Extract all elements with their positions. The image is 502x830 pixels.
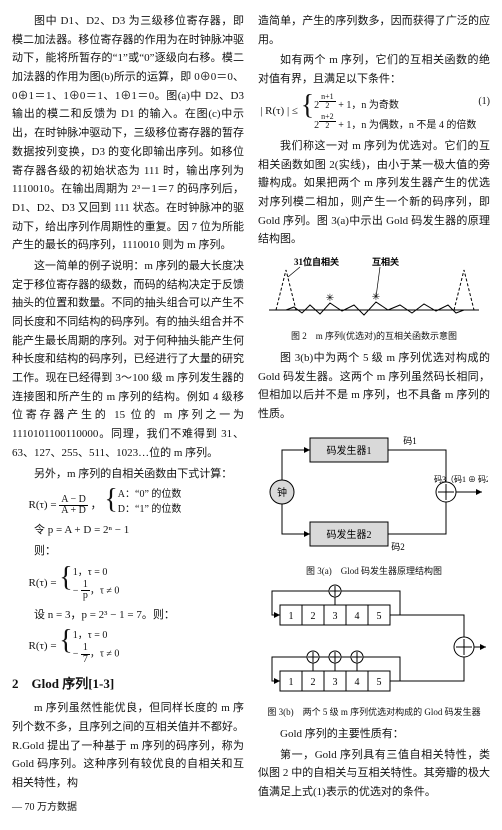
- fig2-label-right: 互相关: [372, 256, 399, 267]
- figure-3b: 1 2 3 4 5 1 2 3 4 5 图 3(b) 两个 5 级 m 序列优选…: [258, 583, 490, 719]
- denominator: 2: [319, 102, 336, 110]
- cond: + 1，n 为奇数: [336, 100, 399, 111]
- svg-text:码3（码1 ⊕ 码2）: 码3（码1 ⊕ 码2）: [434, 475, 488, 484]
- para: 图中 D1、D2、D3 为三级移位寄存器，即模二加法器。移位寄存器的作用为在时钟…: [12, 12, 244, 255]
- svg-text:2: 2: [311, 611, 316, 622]
- svg-text:1: 1: [289, 611, 294, 622]
- caption-fig3a: 图 3(a) Glod 码发生器原理结构图: [258, 566, 490, 578]
- para: m 序列虽然性能优良，但同样长度的 m 序列个数不多，且序列之间的互相关值并不都…: [12, 699, 244, 792]
- case-line: − 1p，τ ≠ 0: [73, 580, 120, 602]
- neg: −: [73, 585, 81, 596]
- denominator: 2: [319, 122, 336, 130]
- note-line: A：“0” 的位数: [118, 487, 182, 502]
- svg-text:✳: ✳: [326, 293, 334, 304]
- fig2-label-left: 31位自相关: [294, 256, 339, 267]
- figure-3a: 码发生器1 码发生器2 钟 码1 码2 码3（码1 ⊕ 码2） 图 3(a) G…: [258, 430, 490, 578]
- case-line: 2n+22 + 1，n 为偶数，n 不是 4 的倍数: [314, 113, 476, 133]
- cond: + 1，n 为偶数，n 不是 4 的倍数: [336, 120, 477, 131]
- case-line: − 17，τ ≠ 0: [73, 643, 120, 665]
- cond: ，τ ≠ 0: [90, 585, 120, 596]
- para: 如有两个 m 序列，它们的互相关函数的绝对值有界，且满足以下条件：: [258, 51, 490, 88]
- section-heading: 2 Glod 序列[1-3]: [12, 673, 244, 695]
- lhs: R(τ) =: [29, 499, 57, 511]
- case-line: 1，τ = 0: [73, 628, 120, 643]
- svg-text:4: 4: [355, 611, 360, 622]
- para: 这一简单的例子说明：m 序列的最大长度决定于移位寄存器的级数，而码的结构决定于反…: [12, 257, 244, 463]
- para: 图 3(b)中为两个 5 级 m 序列优选对构成的 Gold 码发生器。这两个 …: [258, 349, 490, 424]
- para: 令 p = A + D = 2ⁿ − 1: [12, 521, 244, 540]
- svg-text:4: 4: [355, 677, 360, 688]
- case-line: 1，τ = 0: [73, 565, 120, 580]
- case-line: 2n+12 + 1，n 为奇数: [314, 93, 476, 113]
- denominator: p: [81, 591, 90, 602]
- svg-text:钟: 钟: [277, 486, 287, 499]
- svg-text:5: 5: [377, 677, 382, 688]
- para: 我们称这一对 m 序列为优选对。它们的互相关函数如图 2(实线)，由小于某一极大…: [258, 137, 490, 249]
- denominator: A + D: [59, 506, 88, 517]
- bottom-register: 1 2 3 4 5: [280, 671, 390, 691]
- svg-text:码发生器1: 码发生器1: [327, 444, 372, 457]
- svg-text:5: 5: [377, 611, 382, 622]
- para: Gold 序列的主要性质有：: [258, 725, 490, 744]
- page-footer: — 70 万方数据: [12, 799, 244, 816]
- caption-fig3b: 图 3(b) 两个 5 级 m 序列优选对构成的 Glod 码发生器: [258, 707, 490, 719]
- caption-fig2: 图 2 m 序列(优选对)的互相关函数示意图: [258, 331, 490, 343]
- formula-bound: | R(τ) | ≤ { 2n+12 + 1，n 为奇数 2n+22 + 1，n…: [260, 93, 490, 133]
- para: 则：: [12, 542, 244, 561]
- left-column: 图中 D1、D2、D3 为三级移位寄存器，即模二加法器。移位寄存器的作用为在时钟…: [12, 12, 244, 818]
- svg-text:码1: 码1: [403, 436, 417, 446]
- svg-text:2: 2: [311, 677, 316, 688]
- denominator: 7: [81, 655, 90, 666]
- lhs: R(τ) =: [29, 640, 57, 652]
- equation-number: (1): [478, 93, 490, 110]
- formula-R-tau: R(τ) = A − D A + D ， { A：“0” 的位数 D：“1” 的…: [29, 487, 245, 517]
- para: 第一，Gold 序列具有三值自相关特性，类似图 2 中的自相关与互相关特性。其旁…: [258, 746, 490, 802]
- lhs: | R(τ) | ≤: [260, 105, 298, 117]
- note-line: D：“1” 的位数: [118, 502, 182, 517]
- para: 另外，m 序列的自相关函数由下式计算：: [12, 465, 244, 484]
- formula-piecewise-2: R(τ) = { 1，τ = 0 − 17，τ ≠ 0: [29, 628, 245, 665]
- para: 造简单，产生的序列数多，因而获得了广泛的应用。: [258, 12, 490, 49]
- fraction: A − D A + D: [59, 495, 88, 517]
- svg-text:码2: 码2: [391, 542, 405, 552]
- para: 设 n = 3，p = 2³ − 1 = 7。则：: [12, 606, 244, 625]
- lhs: R(τ) =: [29, 577, 57, 589]
- note-block: { A：“0” 的位数 D：“1” 的位数: [104, 487, 181, 517]
- svg-text:码发生器2: 码发生器2: [327, 528, 372, 541]
- svg-text:1: 1: [289, 677, 294, 688]
- svg-text:3: 3: [333, 611, 338, 622]
- cond: ，τ ≠ 0: [90, 649, 120, 660]
- figure-2: ✳ ✳ 31位自相关 互相关 图 2 m 序列(优选对)的互相关函数示意图: [258, 255, 490, 343]
- svg-text:3: 3: [333, 677, 338, 688]
- svg-text:✳: ✳: [372, 292, 380, 303]
- top-register: 1 2 3 4 5: [280, 605, 390, 625]
- formula-piecewise-1: R(τ) = { 1，τ = 0 − 1p，τ ≠ 0: [29, 565, 245, 602]
- neg: −: [73, 649, 81, 660]
- right-column: 造简单，产生的序列数多，因而获得了广泛的应用。 如有两个 m 序列，它们的互相关…: [258, 12, 490, 818]
